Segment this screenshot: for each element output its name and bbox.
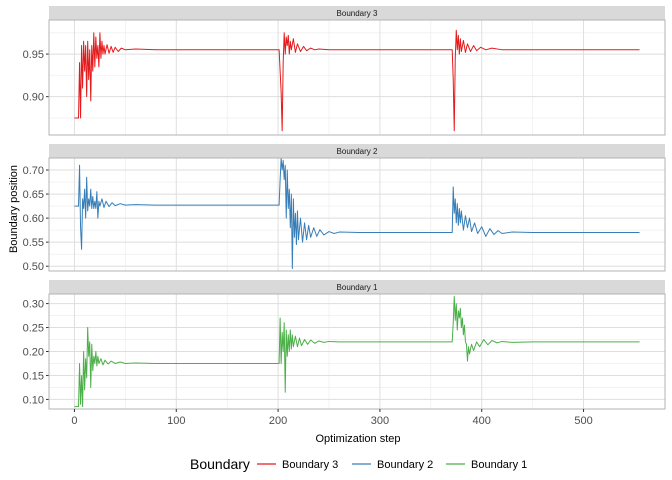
x-tick-label: 300 xyxy=(371,415,389,427)
panel-border xyxy=(48,157,666,272)
y-tick-label: 0.10 xyxy=(23,394,44,406)
series-line-boundary-1 xyxy=(74,295,640,408)
y-tick-label: 0.25 xyxy=(23,323,44,335)
panels: Boundary 3 0.90 0.95 Boundary 2 0.50 0.55 0.60… xyxy=(23,6,666,410)
panel-3: Boundary 1 0.10 0.15 0.20 0.25 0.30 xyxy=(23,280,666,410)
strip-background xyxy=(49,6,665,20)
panel-2: Boundary 2 0.50 0.55 0.60 0.65 0.70 xyxy=(23,144,666,273)
x-axis-title: Optimization step xyxy=(316,433,401,445)
x-tick-label: 500 xyxy=(574,415,592,427)
legend-title: Boundary xyxy=(190,456,250,472)
legend: Boundary Boundary 3 Boundary 2 Boundary 1 xyxy=(190,456,527,472)
y-tick-label: 0.90 xyxy=(23,92,44,104)
strip-label: Boundary 2 xyxy=(337,147,378,156)
legend-label-2: Boundary 2 xyxy=(377,459,433,471)
panel-background xyxy=(49,158,665,271)
x-tick-label: 0 xyxy=(71,415,77,427)
panel-border xyxy=(48,19,666,136)
y-tick-label: 0.55 xyxy=(23,237,44,249)
strip-label: Boundary 1 xyxy=(337,283,378,292)
y-tick-label: 0.95 xyxy=(23,49,44,61)
legend-label-3: Boundary 1 xyxy=(471,459,527,471)
strip-background xyxy=(49,144,665,158)
y-axis-title: Boundary position xyxy=(8,165,20,253)
legend-label-1: Boundary 3 xyxy=(282,459,338,471)
y-tick-label: 0.30 xyxy=(23,299,44,311)
y-tick-label: 0.60 xyxy=(23,213,44,225)
series-line-boundary-3 xyxy=(74,29,640,132)
strip-background xyxy=(49,280,665,294)
x-tick-label: 400 xyxy=(473,415,491,427)
x-axis: 0 100 200 300 400 500 xyxy=(71,409,593,427)
x-tick-label: 200 xyxy=(269,415,287,427)
series-line-boundary-2 xyxy=(74,157,640,270)
x-tick-label: 100 xyxy=(167,415,185,427)
strip-label: Boundary 3 xyxy=(337,9,378,18)
y-tick-label: 0.15 xyxy=(23,370,44,382)
panel-1: Boundary 3 0.90 0.95 xyxy=(23,6,666,136)
y-tick-label: 0.50 xyxy=(23,261,44,273)
panel-border xyxy=(48,293,666,410)
legend-items: Boundary 3 Boundary 2 Boundary 1 xyxy=(257,459,527,471)
panel-background xyxy=(49,20,665,135)
y-tick-label: 0.70 xyxy=(23,165,44,177)
y-tick-label: 0.65 xyxy=(23,189,44,201)
y-tick-label: 0.20 xyxy=(23,347,44,359)
